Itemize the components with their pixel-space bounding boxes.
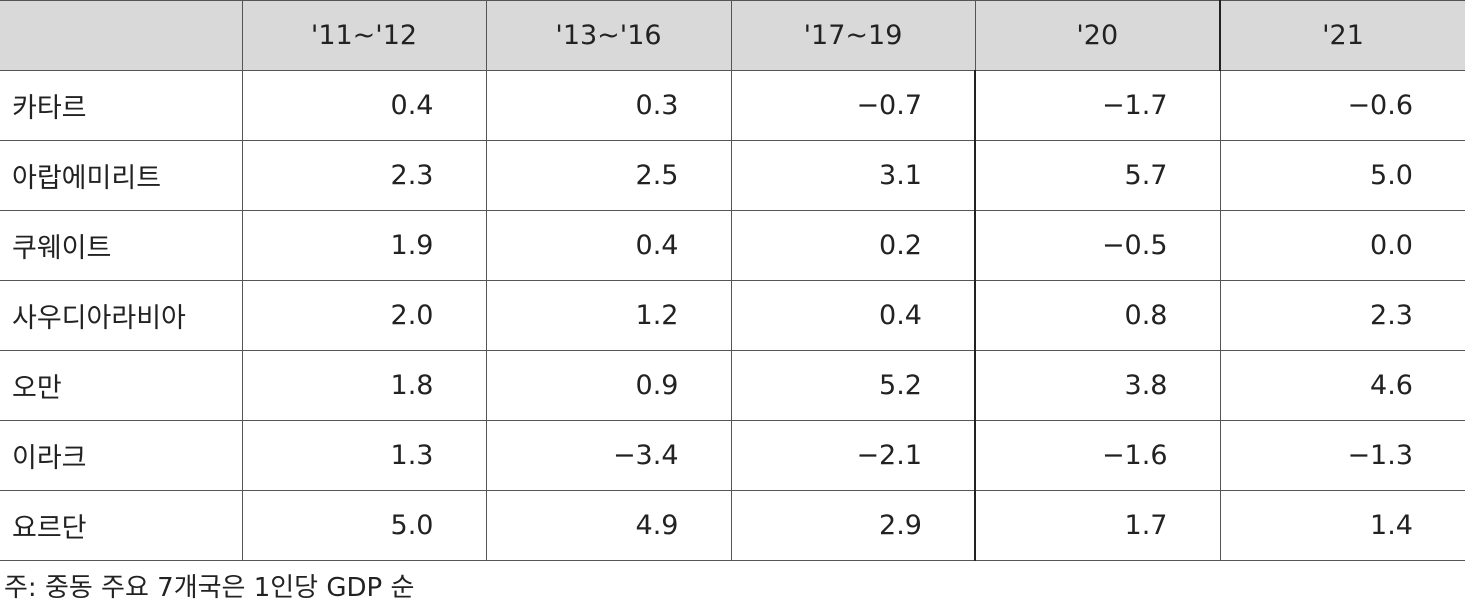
- cell: 0.4: [730, 280, 976, 351]
- cell: −1.3: [1219, 420, 1465, 491]
- row-label: 사우디아라비아: [0, 280, 243, 351]
- footnote: 주: 중동 주요 7개국은 1인당 GDP 순: [4, 573, 415, 603]
- cell: −1.6: [974, 420, 1221, 491]
- cell: 2.0: [241, 280, 487, 351]
- cell: 1.2: [485, 280, 732, 351]
- corner-cell: [0, 0, 243, 71]
- cell: 0.4: [241, 70, 487, 141]
- cell: 0.3: [485, 70, 732, 141]
- table-row: 이라크 1.3 −3.4 −2.1 −1.6 −1.3: [0, 420, 1465, 491]
- cell: 1.4: [1219, 490, 1465, 561]
- cell: 5.7: [974, 140, 1221, 211]
- cell: 1.3: [241, 420, 487, 491]
- cell: 0.4: [485, 210, 732, 281]
- column-header: '21: [1219, 0, 1465, 71]
- table-row: 아랍에미리트 2.3 2.5 3.1 5.7 5.0: [0, 140, 1465, 211]
- cell: 2.3: [1219, 280, 1465, 351]
- cell: 5.2: [730, 350, 976, 421]
- cell: −0.5: [974, 210, 1221, 281]
- row-label: 아랍에미리트: [0, 140, 243, 211]
- cell: 0.9: [485, 350, 732, 421]
- cell: 4.9: [485, 490, 732, 561]
- header-row: '11~'12'13~'16'17~19'20'21: [0, 0, 1465, 71]
- row-label: 이라크: [0, 420, 243, 491]
- cell: 5.0: [1219, 140, 1465, 211]
- table-row: 카타르 0.4 0.3 −0.7 −1.7 −0.6: [0, 70, 1465, 141]
- cell: 4.6: [1219, 350, 1465, 421]
- cell: −0.6: [1219, 70, 1465, 141]
- cell: 3.1: [730, 140, 976, 211]
- cell: 5.0: [241, 490, 487, 561]
- row-label: 카타르: [0, 70, 243, 141]
- column-header: '11~'12: [241, 0, 487, 71]
- table-row: 요르단 5.0 4.9 2.9 1.7 1.4: [0, 490, 1465, 561]
- table-row: 쿠웨이트 1.9 0.4 0.2 −0.5 0.0: [0, 210, 1465, 281]
- data-table: '11~'12'13~'16'17~19'20'21 카타르 0.4 0.3 −0.7…: [0, 0, 1465, 561]
- column-header: '17~19: [730, 0, 976, 71]
- cell: 2.9: [730, 490, 976, 561]
- cell: 2.5: [485, 140, 732, 211]
- table-row: 사우디아라비아 2.0 1.2 0.4 0.8 2.3: [0, 280, 1465, 351]
- cell: 1.7: [974, 490, 1221, 561]
- row-label: 요르단: [0, 490, 243, 561]
- table-row: 오만 1.8 0.9 5.2 3.8 4.6: [0, 350, 1465, 421]
- cell: 0.2: [730, 210, 976, 281]
- row-label: 쿠웨이트: [0, 210, 243, 281]
- cell: 1.9: [241, 210, 487, 281]
- cell: −1.7: [974, 70, 1221, 141]
- cell: 1.8: [241, 350, 487, 421]
- cell: −0.7: [730, 70, 976, 141]
- column-header: '20: [974, 0, 1221, 71]
- column-header: '13~'16: [485, 0, 732, 71]
- cell: −3.4: [485, 420, 732, 491]
- cell: 2.3: [241, 140, 487, 211]
- cell: 3.8: [974, 350, 1221, 421]
- cell: −2.1: [730, 420, 976, 491]
- cell: 0.8: [974, 280, 1221, 351]
- row-label: 오만: [0, 350, 243, 421]
- table-body: 카타르 0.4 0.3 −0.7 −1.7 −0.6 아랍에미리트 2.3 2.5 3.1 5.7 5…: [0, 70, 1465, 561]
- cell: 0.0: [1219, 210, 1465, 281]
